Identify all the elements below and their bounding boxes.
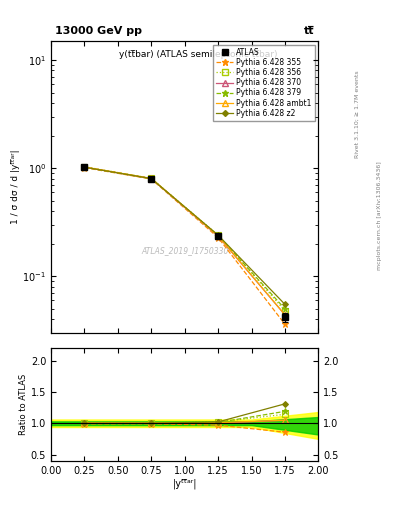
Legend: ATLAS, Pythia 6.428 355, Pythia 6.428 356, Pythia 6.428 370, Pythia 6.428 379, P: ATLAS, Pythia 6.428 355, Pythia 6.428 35… [213, 45, 314, 121]
Y-axis label: 1 / σ dσ / d |yᵗᵗ̅ᵃʳ|: 1 / σ dσ / d |yᵗᵗ̅ᵃʳ| [11, 150, 20, 224]
Text: tt̅: tt̅ [304, 26, 314, 36]
Text: mcplots.cern.ch [arXiv:1306.3436]: mcplots.cern.ch [arXiv:1306.3436] [377, 162, 382, 270]
Text: y(tt̅bar) (ATLAS semileptonic tt̅bar): y(tt̅bar) (ATLAS semileptonic tt̅bar) [119, 50, 277, 59]
Text: 13000 GeV pp: 13000 GeV pp [55, 26, 142, 36]
X-axis label: |yᵗᵗ̅ᵃʳ|: |yᵗᵗ̅ᵃʳ| [173, 478, 197, 489]
Y-axis label: Ratio to ATLAS: Ratio to ATLAS [19, 374, 28, 435]
Text: Rivet 3.1.10; ≥ 1.7M events: Rivet 3.1.10; ≥ 1.7M events [355, 70, 360, 158]
Text: ATLAS_2019_I1750330: ATLAS_2019_I1750330 [141, 247, 228, 255]
